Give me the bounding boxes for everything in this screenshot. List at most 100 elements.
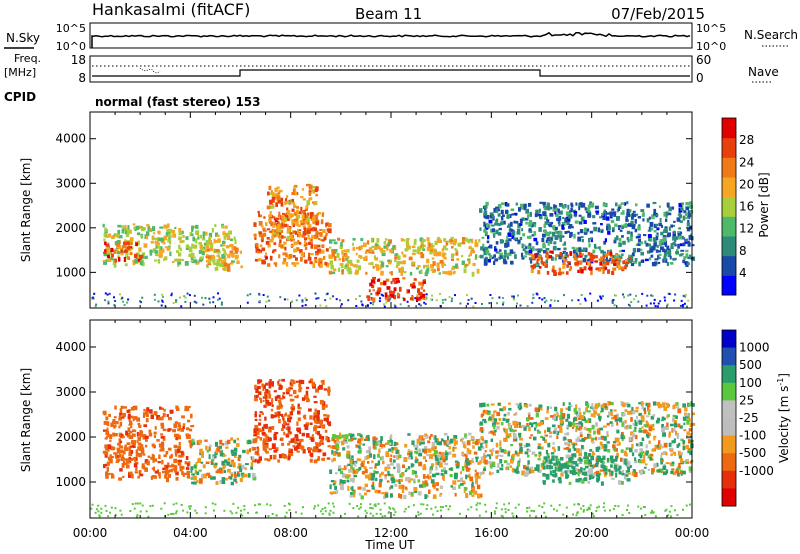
vel-region-4-cell <box>659 444 663 447</box>
power-region-6-cell <box>420 286 424 290</box>
power-region-0-cell <box>213 262 217 266</box>
vel-region-4-cell <box>490 403 495 406</box>
vel-region-3-cell <box>432 483 436 488</box>
power-region-6-cell <box>386 286 391 290</box>
vel-region-0-cell <box>133 463 138 468</box>
vel-region-2-cell <box>323 414 327 417</box>
power-region-5-cell <box>406 244 409 247</box>
power-region-7-cell <box>653 229 657 233</box>
power-region-7-cell <box>499 255 502 259</box>
power-region-3-cell <box>284 246 287 251</box>
power-near-range-cell <box>93 292 96 295</box>
power-near-range-cell <box>512 295 515 298</box>
vel-region-4-cell <box>590 413 594 417</box>
power-near-range-cell <box>430 298 433 301</box>
vel-region-4-cell <box>691 403 695 407</box>
power-region-7-cell <box>552 245 557 251</box>
power-region-5-cell <box>379 247 383 251</box>
power-region-7-cell <box>550 237 553 240</box>
power-region-7-cell <box>627 238 630 243</box>
vel-region-4-cell <box>565 407 569 410</box>
power-region-4-cell <box>301 235 306 238</box>
vel-region-3-cell <box>385 442 389 445</box>
power-region-3-cell <box>259 244 263 248</box>
power-region-7-cell <box>650 254 654 258</box>
power-region-7-cell <box>489 215 493 219</box>
power-region-5-cell <box>405 241 409 246</box>
power-region-7-cell <box>678 235 682 240</box>
power-region-3-cell <box>321 212 325 217</box>
vel-region-4-cell <box>666 414 669 419</box>
power-region-3-cell <box>317 212 321 215</box>
vel-region-4-cell <box>589 449 593 452</box>
power-region-5-cell <box>445 271 450 275</box>
power-region-5-cell <box>420 252 423 255</box>
power-near-range-cell <box>170 294 173 297</box>
vel-region-2-cell <box>264 442 269 445</box>
vel-region-3-cell <box>344 441 348 444</box>
power-region-7-cell <box>681 202 684 205</box>
vel-near-range-cell <box>503 503 506 506</box>
power-region-7-cell <box>590 237 593 240</box>
vel-region-0-cell <box>127 413 131 418</box>
vel-region-3-cell <box>335 443 340 449</box>
vel-region-4-cell <box>645 451 648 456</box>
vel-region-3-cell <box>380 445 384 449</box>
vel-region-3-cell <box>458 484 461 489</box>
power-region-5-cell <box>341 255 345 259</box>
vel-region-4-cell <box>619 418 622 423</box>
vel-region-5-cell <box>624 476 627 480</box>
power-region-7-cell <box>587 210 591 213</box>
vel-region-3-cell <box>439 485 443 489</box>
power-region-3-cell <box>319 228 323 231</box>
power-region-4-cell <box>268 214 272 218</box>
power-near-range-cell <box>122 300 125 303</box>
power-region-7-cell <box>493 232 496 238</box>
power-near-range-cell <box>532 293 535 296</box>
vel-near-range-cell <box>553 508 556 511</box>
vel-near-range-cell <box>529 514 531 517</box>
vel-region-2-cell <box>305 422 310 426</box>
vel-region-0-cell <box>177 445 181 450</box>
vel-region-3-cell <box>367 476 371 481</box>
vel-region-3-cell <box>360 436 364 441</box>
vel-region-4-cell <box>579 448 583 452</box>
power-region-7-cell <box>558 203 563 206</box>
vel-region-2-cell <box>271 384 274 387</box>
vel-region-0-cell <box>172 429 176 433</box>
vel-near-range-cell <box>151 504 154 507</box>
power-region-0-cell <box>178 244 181 250</box>
vel-region-0-cell <box>189 428 193 432</box>
vel-region-0-cell <box>168 465 173 468</box>
power-region-5-cell <box>333 241 338 245</box>
vel-region-3-cell <box>429 454 433 459</box>
vel-region-1-cell <box>247 439 252 444</box>
power-region-7-cell <box>580 204 584 208</box>
power-region-7-cell <box>532 222 537 225</box>
vel-region-3-cell <box>440 469 444 473</box>
vel-near-range-cell <box>131 503 134 506</box>
vel-region-1-cell <box>191 438 194 444</box>
power-region-5-cell <box>426 267 430 272</box>
vel-region-4-cell <box>546 409 549 414</box>
power-region-5-cell <box>471 238 474 244</box>
power-region-7-cell <box>584 207 587 211</box>
power-near-range-cell <box>175 299 178 302</box>
power-region-7-cell <box>482 247 485 252</box>
vel-region-3-cell <box>373 454 376 460</box>
power-region-7-cell <box>619 229 623 232</box>
power-region-6-cell <box>396 292 400 297</box>
vel-region-4-cell <box>684 407 688 412</box>
vel-region-3-cell <box>452 448 455 452</box>
power-region-0-cell <box>105 259 109 262</box>
vel-region-3-cell <box>472 441 475 445</box>
vel-region-3-cell <box>409 456 413 460</box>
power-ytick-label: 2000 <box>55 221 86 235</box>
vel-ytick-label: 2000 <box>55 430 86 444</box>
power-region-7-cell <box>688 235 693 240</box>
vel-region-3-cell <box>391 475 395 479</box>
power-region-7-cell <box>681 235 684 240</box>
power-region-7-cell <box>529 230 533 233</box>
vel-near-range-cell <box>288 509 291 512</box>
vel-region-4-cell <box>573 417 577 421</box>
